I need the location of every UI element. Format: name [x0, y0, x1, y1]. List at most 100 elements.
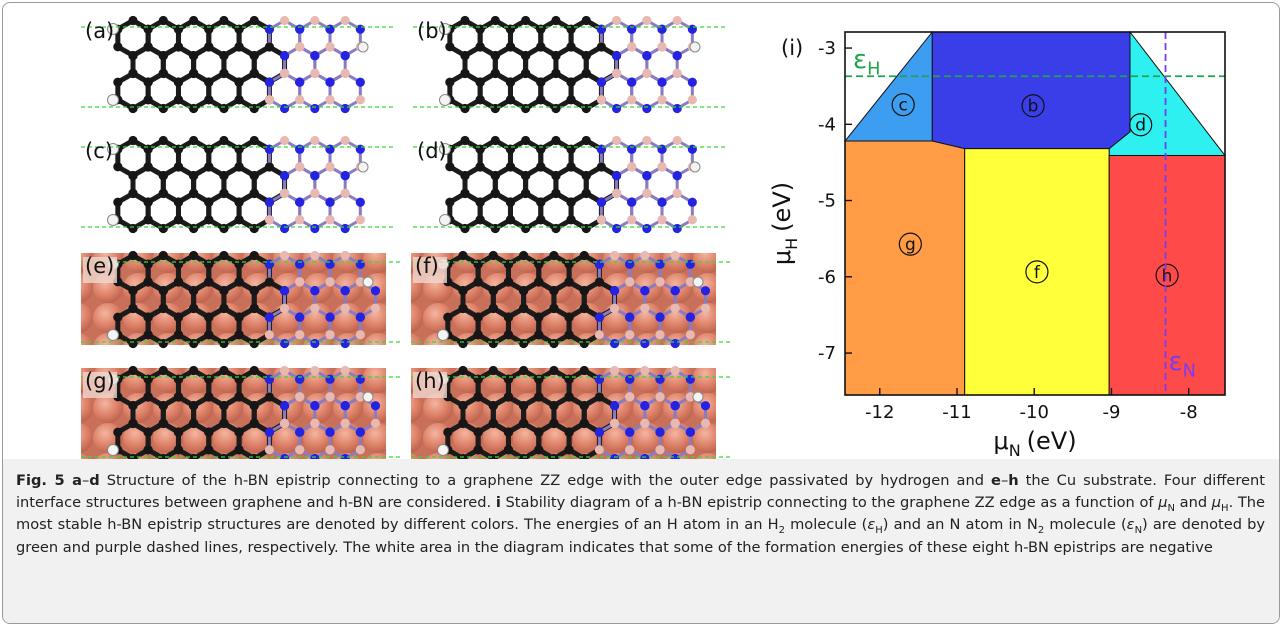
atom — [655, 330, 664, 339]
atom — [521, 224, 530, 233]
atom — [204, 42, 213, 51]
atom — [443, 428, 452, 437]
atom — [128, 69, 137, 78]
atom — [295, 428, 304, 437]
atom — [458, 366, 467, 375]
y-tick-label: -5 — [818, 191, 836, 212]
atom — [174, 25, 183, 34]
atom — [144, 445, 153, 454]
panel-label: (c) — [85, 139, 113, 163]
atom — [566, 162, 575, 171]
atom — [159, 189, 168, 198]
atom — [627, 42, 636, 51]
region-label: h — [1162, 266, 1173, 286]
atom — [265, 215, 274, 224]
atom — [534, 428, 543, 437]
h-atom — [358, 42, 368, 52]
atom — [536, 78, 545, 87]
atom — [325, 162, 334, 171]
atom — [265, 78, 274, 87]
atom — [610, 339, 619, 348]
atom — [356, 198, 365, 207]
atom — [595, 313, 604, 322]
atom — [686, 313, 695, 322]
atom — [504, 277, 513, 286]
atom — [325, 260, 334, 269]
atom — [536, 25, 545, 34]
atom — [686, 445, 695, 454]
atom — [219, 401, 228, 410]
atom — [234, 445, 243, 454]
atom — [506, 198, 515, 207]
atom — [521, 104, 530, 113]
atom — [519, 401, 528, 410]
atom — [295, 162, 304, 171]
atom — [265, 198, 274, 207]
atom — [310, 401, 319, 410]
atom — [597, 95, 606, 104]
atom — [128, 189, 137, 198]
atom — [280, 286, 289, 295]
atom — [612, 189, 621, 198]
atom — [506, 78, 515, 87]
atom — [625, 445, 634, 454]
atom — [159, 224, 168, 233]
atom — [521, 136, 530, 145]
atom — [627, 162, 636, 171]
atom — [504, 260, 513, 269]
atom — [128, 16, 137, 25]
atom — [640, 251, 649, 260]
atom — [341, 51, 350, 60]
caption-text: N — [1167, 503, 1174, 514]
atom — [701, 419, 710, 428]
x-tick-label: -9 — [1102, 402, 1120, 423]
atom — [189, 136, 198, 145]
caption-text: H — [1221, 503, 1229, 514]
carbon-ring — [148, 194, 178, 229]
atom — [610, 304, 619, 313]
atom — [310, 251, 319, 260]
atom — [595, 392, 604, 401]
carbon-ring — [480, 74, 510, 109]
atom — [144, 162, 153, 171]
atom — [204, 392, 213, 401]
carbon-ring — [541, 194, 571, 229]
page: (a)(b)(c)(d)(e)(f)(g)(h) cbdgfhεHεN-12-1… — [0, 0, 1284, 628]
atom — [491, 16, 500, 25]
y-tick-label: -3 — [818, 38, 836, 59]
atom — [159, 304, 168, 313]
atom — [219, 136, 228, 145]
atom — [686, 428, 695, 437]
atom — [204, 375, 213, 384]
atom — [174, 78, 183, 87]
atom — [189, 339, 198, 348]
atom — [295, 95, 304, 104]
atom — [189, 366, 198, 375]
caption-text: N — [1135, 525, 1142, 536]
atom — [625, 330, 634, 339]
atom — [686, 375, 695, 384]
atom — [688, 95, 697, 104]
caption-text: H — [875, 525, 883, 536]
carbon-ring — [118, 194, 148, 229]
panel-label: (d) — [417, 139, 447, 163]
atom — [280, 136, 289, 145]
structure-panel: (c) — [81, 136, 396, 233]
subscript: H — [867, 60, 880, 80]
atom — [582, 224, 591, 233]
atom — [642, 136, 651, 145]
atom — [219, 366, 228, 375]
atom — [234, 95, 243, 104]
atom — [144, 313, 153, 322]
atom — [673, 171, 682, 180]
atom — [640, 286, 649, 295]
atom — [625, 392, 634, 401]
atom — [580, 304, 589, 313]
atom — [686, 330, 695, 339]
atom — [144, 42, 153, 51]
atom — [250, 251, 259, 260]
atom — [673, 16, 682, 25]
atom — [580, 251, 589, 260]
atom — [295, 42, 304, 51]
